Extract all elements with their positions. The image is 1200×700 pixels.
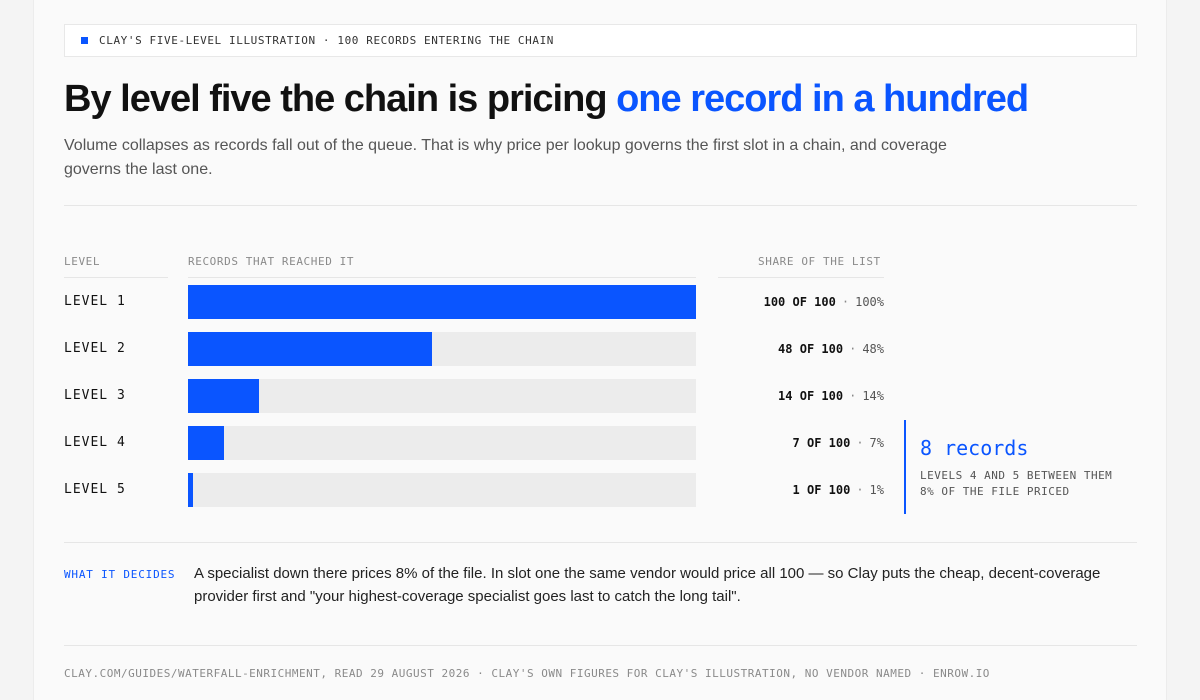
callout: 8 records LEVELS 4 AND 5 BETWEEN THEM 8%… [904,420,1134,514]
share-separator: · [856,483,864,497]
bar [188,285,696,319]
kicker-bar: CLAY'S FIVE-LEVEL ILLUSTRATION · 100 REC… [64,24,1137,57]
bar-row: LEVEL 3 14 OF 100 · 14% [34,379,934,426]
bar [188,379,259,413]
share-label: 7 OF 100 · 7% [793,436,884,450]
bar-track [188,426,696,460]
headline-main: By level five the chain is pricing [64,78,617,120]
divider-top [64,205,1137,206]
bar-row: LEVEL 1 100 OF 100 · 100% [34,285,934,332]
bar-track [188,285,696,319]
source-footer: CLAY.COM/GUIDES/WATERFALL-ENRICHMENT, RE… [64,667,990,680]
share-separator: · [841,295,850,309]
share-count: 14 OF 100 [778,389,844,403]
bar [188,426,224,460]
column-header-share: SHARE OF THE LIST [758,255,881,268]
callout-value: 8 records [920,436,1029,460]
bar-track [188,379,696,413]
bar-row: LEVEL 5 1 OF 100 · 1% [34,473,934,520]
share-count: 48 OF 100 [778,342,844,356]
headline: By level five the chain is pricing one r… [64,78,1029,121]
share-separator: · [849,342,857,356]
callout-line-2: 8% OF THE FILE PRICED [920,485,1070,498]
level-label: LEVEL 5 [64,482,126,497]
share-percent: 1% [869,483,884,497]
divider-bottom [64,645,1137,646]
share-percent: 7% [869,436,884,450]
level-label: LEVEL 1 [64,294,126,309]
share-percent: 48% [862,342,884,356]
share-label: 1 OF 100 · 1% [793,483,884,497]
divider-middle [64,542,1137,543]
share-count: 100 OF 100 [763,295,836,309]
decides-label: WHAT IT DECIDES [64,568,176,581]
bar-row: LEVEL 2 48 OF 100 · 48% [34,332,934,379]
column-header-records: RECORDS THAT REACHED IT [188,255,355,268]
headline-accent: one record in a hundred [616,78,1029,120]
share-percent: 100% [855,295,884,309]
column-rule-records [188,277,696,278]
decides-text: A specialist down there prices 8% of the… [194,565,1101,605]
share-label: 48 OF 100 · 48% [778,342,884,356]
bar-track [188,473,696,507]
report-card: CLAY'S FIVE-LEVEL ILLUSTRATION · 100 REC… [33,0,1167,700]
share-separator: · [849,389,857,403]
share-label: 14 OF 100 · 14% [778,389,884,403]
share-separator: · [856,436,864,450]
column-header-level: LEVEL [64,255,101,268]
level-label: LEVEL 2 [64,341,126,356]
bar-row: LEVEL 4 7 OF 100 · 7% [34,426,934,473]
column-rule-level [64,277,168,278]
column-rule-share [718,277,884,278]
level-label: LEVEL 4 [64,435,126,450]
share-count: 1 OF 100 [792,483,851,497]
bar [188,332,432,366]
share-percent: 14% [862,389,884,403]
share-count: 7 OF 100 [792,436,851,450]
callout-caption: LEVELS 4 AND 5 BETWEEN THEM 8% OF THE FI… [920,468,1134,500]
callout-line-1: LEVELS 4 AND 5 BETWEEN THEM [920,469,1113,482]
bar-track [188,332,696,366]
bar [188,473,193,507]
subhead: Volume collapses as records fall out of … [64,137,947,178]
kicker-square-icon [81,37,88,44]
level-label: LEVEL 3 [64,388,126,403]
kicker-text: CLAY'S FIVE-LEVEL ILLUSTRATION · 100 REC… [99,34,555,47]
share-label: 100 OF 100 · 100% [764,295,884,309]
